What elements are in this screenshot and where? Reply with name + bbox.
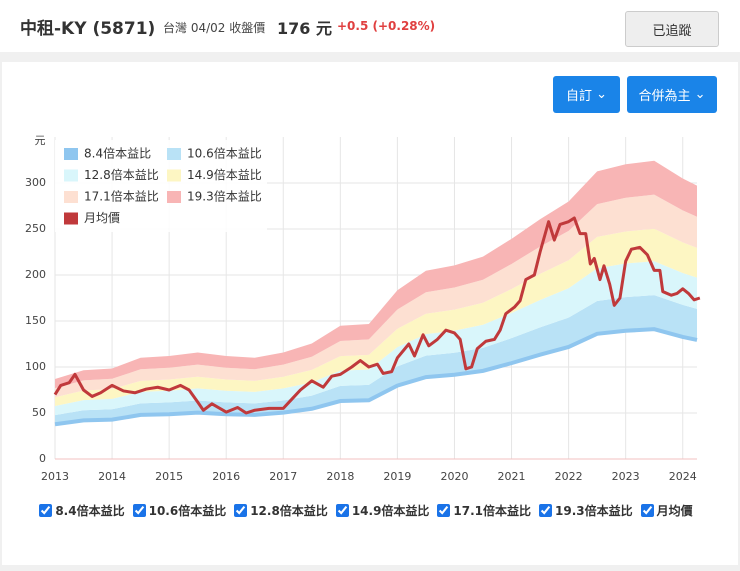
merge-button[interactable]: 合併為主 ⌄ <box>627 76 717 113</box>
checkbox[interactable] <box>335 504 349 517</box>
series-toggle[interactable]: 12.8倍本益比 <box>234 504 328 518</box>
x-tick-label: 2021 <box>498 470 526 483</box>
x-tick-label: 2018 <box>326 470 354 483</box>
band-area <box>55 295 697 425</box>
legend-swatch <box>64 191 78 203</box>
toggle-label: 14.9倍本益比 <box>351 504 430 518</box>
toggle-label: 10.6倍本益比 <box>148 504 227 518</box>
button-label: 合併為主 <box>638 89 691 104</box>
legend-label: 8.4倍本益比 <box>84 146 151 161</box>
x-tick-label: 2017 <box>269 470 297 483</box>
market-label: 台灣 04/02 收盤價 <box>163 21 266 35</box>
legend-box <box>55 140 267 232</box>
checkbox[interactable] <box>39 504 53 517</box>
x-tick-label: 2020 <box>440 470 468 483</box>
toggle-label: 月均價 <box>656 504 693 518</box>
legend-swatch <box>167 169 181 182</box>
series-toggle[interactable]: 19.3倍本益比 <box>539 504 633 518</box>
follow-button[interactable]: 已追蹤 <box>625 11 719 47</box>
legend-label: 月均價 <box>84 211 120 225</box>
x-tick-label: 2015 <box>155 470 183 483</box>
y-unit: 元 <box>35 134 46 147</box>
series-toggle[interactable]: 14.9倍本益比 <box>335 504 430 518</box>
x-tick-label: 2023 <box>612 470 640 483</box>
x-tick-label: 2019 <box>383 470 411 483</box>
series-toggles: 8.4倍本益比 10.6倍本益比 12.8倍本益比 14.9倍本益比 17.1倍本益比 1… <box>20 497 720 525</box>
legend-swatch <box>64 212 78 225</box>
custom-button[interactable]: 自訂 ⌄ <box>553 76 620 113</box>
legend-label: 14.9倍本益比 <box>187 167 262 182</box>
toggle-label: 19.3倍本益比 <box>555 504 633 518</box>
x-tick-label: 2022 <box>555 470 583 483</box>
series-toggle[interactable]: 8.4倍本益比 <box>39 504 125 518</box>
y-tick-label: 200 <box>25 268 46 281</box>
checkbox[interactable] <box>640 504 654 517</box>
stock-title: 中租-KY (5871) <box>20 19 156 39</box>
legend-swatch <box>167 148 181 160</box>
header: 中租-KY (5871) 台灣 04/02 收盤價 176 元 +0.5 (+0… <box>0 0 740 52</box>
price-line <box>53 216 701 415</box>
checkbox[interactable] <box>234 504 248 517</box>
y-tick-label: 300 <box>25 176 46 189</box>
legend-swatch <box>167 191 181 203</box>
legend: 8.4倍本益比 10.6倍本益比 12.8倍本益比 14.9倍本益比 17.1倍本益比 1… <box>55 140 267 232</box>
price: 176 元 <box>277 19 332 38</box>
y-tick-label: 250 <box>25 222 46 235</box>
x-tick-label: 2016 <box>212 470 240 483</box>
toggle-label: 8.4倍本益比 <box>55 504 125 518</box>
legend-label: 19.3倍本益比 <box>187 189 262 204</box>
x-tick-label: 2014 <box>98 470 126 483</box>
toggle-label: 17.1倍本益比 <box>453 504 532 518</box>
legend-swatch <box>64 169 78 182</box>
legend-swatch <box>64 148 78 160</box>
y-tick-label: 50 <box>32 406 46 419</box>
checkbox[interactable] <box>539 504 553 517</box>
checkbox[interactable] <box>437 504 451 517</box>
series-toggle[interactable]: 17.1倍本益比 <box>437 504 531 518</box>
x-tick-label: 2013 <box>41 470 69 483</box>
checkbox[interactable] <box>132 504 146 517</box>
y-tick-label: 100 <box>25 360 46 373</box>
legend-label: 12.8倍本益比 <box>84 167 159 182</box>
legend-label: 10.6倍本益比 <box>187 146 262 161</box>
toggle-label: 12.8倍本益比 <box>250 504 328 518</box>
legend-label: 17.1倍本益比 <box>84 189 159 204</box>
band-area <box>55 160 697 389</box>
price-change: +0.5 (+0.28%) <box>337 19 436 33</box>
series-toggle[interactable]: 10.6倍本益比 <box>132 504 227 518</box>
band-area <box>55 194 697 398</box>
y-tick-label: 150 <box>25 314 46 327</box>
band-area <box>55 261 697 416</box>
band-line <box>54 327 698 427</box>
y-tick-label: 0 <box>39 452 46 465</box>
series-toggle[interactable]: 月均價 <box>640 504 693 518</box>
x-tick-label: 2024 <box>669 470 697 483</box>
button-label: 自訂 <box>565 89 592 104</box>
